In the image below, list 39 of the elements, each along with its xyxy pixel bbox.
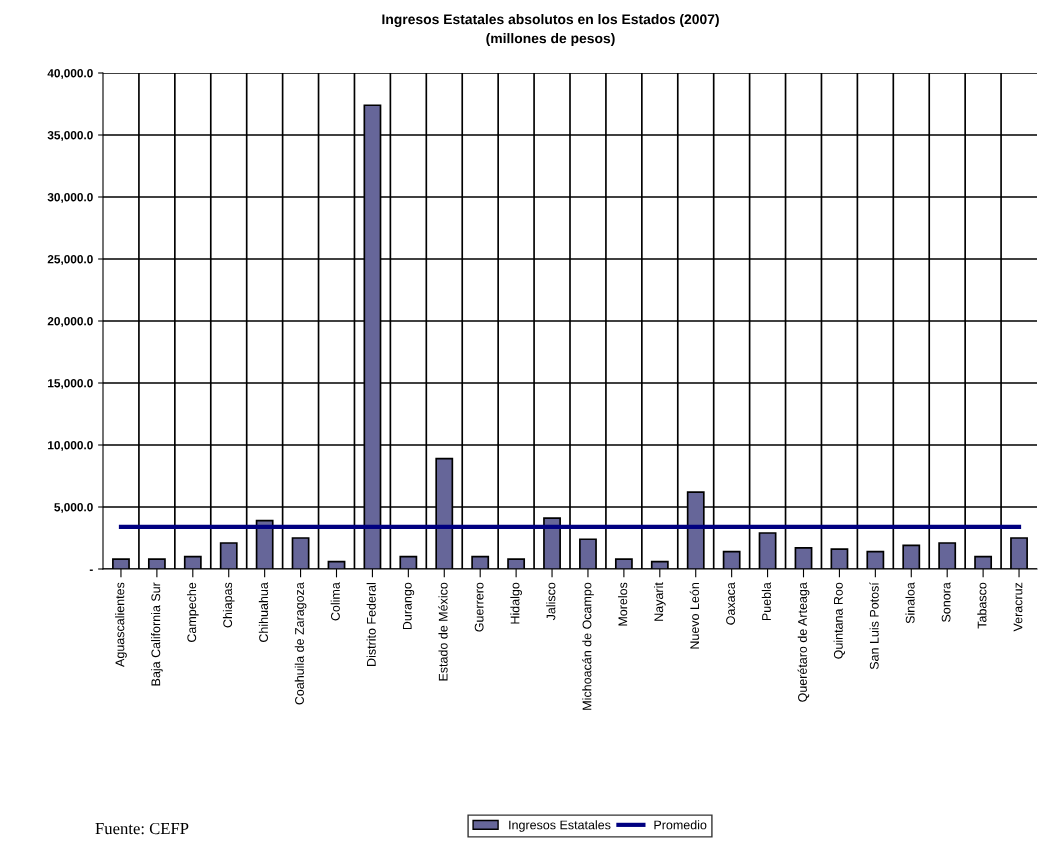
y-tick-label: 20,000.0	[47, 317, 93, 328]
x-tick-label: Distrito Federal	[366, 583, 376, 666]
x-tick-label: Querétaro de Arteaga	[797, 582, 810, 702]
x-tick-label: Coahuila de Zaragoza	[294, 582, 307, 705]
x-tick-label: Durango	[402, 582, 415, 630]
x-tick-label: Morelos	[618, 582, 628, 626]
x-tick-label: Chihuahua	[258, 582, 269, 643]
x-tick-label: Nayarit	[653, 582, 666, 621]
x-tick-label: Quintana Roo	[833, 582, 846, 659]
x-tick-label: Chiapas	[222, 582, 235, 628]
y-tick-label: 15,000.0	[48, 379, 93, 390]
x-tick-label: Colima	[330, 582, 340, 621]
x-tick-label: Tabasco	[977, 582, 987, 629]
x-tick-label: Estado de México	[438, 582, 448, 681]
x-tick-label: Campeche	[186, 582, 199, 643]
x-tick-label: San Luis Potosí	[869, 582, 879, 670]
x-tick-label: Aguascalientes	[115, 582, 127, 667]
x-tick-label: Michoacán de Ocampo	[582, 582, 594, 710]
source-note: Fuente: CEFP	[95, 822, 189, 835]
legend-label: Promedio	[654, 820, 707, 830]
y-tick-label: 25,000.0	[47, 255, 93, 266]
x-tick-label: Jalisco	[546, 582, 556, 621]
y-tick-label: 35,000.0	[47, 131, 93, 142]
x-tick-label: Puebla	[761, 582, 771, 621]
x-tick-label: Guerrero	[474, 582, 484, 632]
x-tick-label: Oaxaca	[726, 582, 736, 625]
legend-label: Ingresos Estatales	[509, 820, 611, 832]
x-tick-label: Nuevo León	[689, 583, 700, 649]
y-tick-label: 40,000.0	[47, 69, 93, 80]
x-tick-label: Sinaloa	[905, 582, 915, 624]
chart-title: Ingresos Estatales absolutos en los Estados (2007) (millones de pesos)	[382, 14, 719, 46]
x-tick-label: Veracruz	[1013, 582, 1023, 632]
y-tick-label: 5,000.0	[54, 503, 93, 514]
y-tick-label: 10,000.0	[48, 441, 93, 452]
x-tick-label: Hidalgo	[510, 582, 522, 624]
y-tick-label: -	[89, 569, 93, 571]
y-tick-label: 30,000.0	[47, 193, 93, 204]
x-tick-label: Sonora	[941, 582, 951, 622]
x-tick-label: Baja California Sur	[151, 582, 163, 686]
